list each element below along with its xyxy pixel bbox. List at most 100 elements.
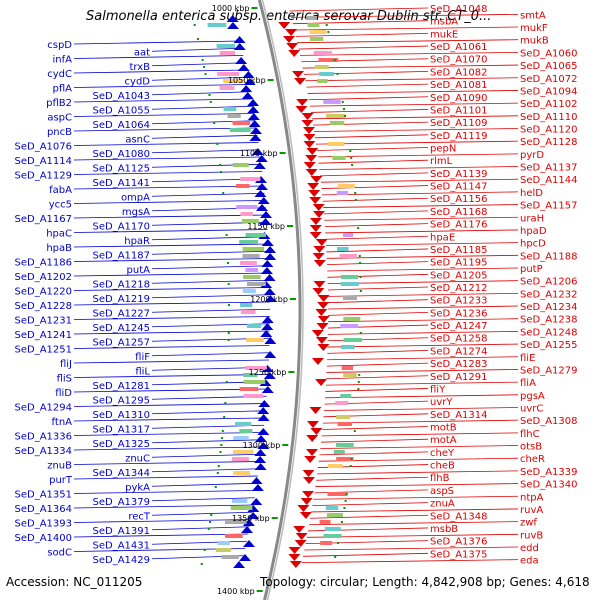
plus-gene-arrow: [305, 169, 318, 176]
left-callout: [73, 533, 249, 538]
minus-gene-arrow: [233, 43, 246, 50]
right-gene-label: SeD_A1090: [430, 93, 488, 104]
plus-gene-arrow: [308, 190, 321, 197]
left-gene-label: SeD_A1125: [93, 163, 151, 174]
left-gene-label: recT: [128, 511, 151, 522]
left-gene-label: sodC: [47, 548, 72, 559]
plus-gene-arrow: [300, 498, 313, 505]
right-callout: [327, 350, 429, 354]
feature-block: [227, 114, 241, 118]
minus-gene-arrow: [226, 15, 239, 22]
right-callout: [320, 178, 519, 183]
right-callout: [301, 559, 519, 564]
right-callout: [322, 191, 519, 196]
feature-dot: [208, 94, 211, 96]
minus-gene-arrow: [242, 71, 255, 78]
right-callout: [322, 419, 519, 424]
right-gene-label: SeD_A1232: [520, 289, 578, 300]
right-gene-label: smtA: [520, 10, 546, 21]
plus-gene-arrow: [301, 120, 314, 127]
left-gene-label: hpaB: [46, 243, 72, 254]
feature-block: [224, 534, 243, 538]
left-callout: [151, 192, 265, 197]
right-gene-label: uvrC: [520, 403, 543, 414]
left-callout: [151, 76, 248, 81]
right-gene-label: SeD_A1176: [430, 220, 488, 231]
feature-block: [342, 233, 354, 237]
plus-gene-arrow: [305, 155, 318, 162]
plus-gene-arrow: [288, 50, 301, 57]
minus-gene-arrow: [260, 211, 273, 218]
feature-dot: [227, 283, 230, 285]
minus-gene-arrow: [255, 155, 268, 162]
left-callout: [73, 504, 254, 509]
feature-block: [247, 324, 262, 328]
right-callout: [327, 280, 519, 285]
right-gene-label: SeD_A1048: [430, 4, 488, 15]
plus-gene-arrow: [309, 218, 322, 225]
right-callout: [319, 166, 519, 170]
right-gene-label: msbA: [430, 17, 458, 28]
right-gene-label: SeD_A1340: [520, 480, 578, 491]
right-gene-label: SeD_A1157: [520, 201, 578, 212]
right-gene-label: SeD_A1061: [430, 42, 488, 53]
left-gene-label: SeD_A1257: [93, 337, 151, 348]
left-gene-label: SeD_A1295: [93, 395, 151, 406]
feature-dot: [210, 514, 213, 516]
left-gene-label: SeD_A1393: [15, 519, 73, 530]
minus-gene-arrow: [264, 351, 277, 358]
left-gene-label: znuB: [47, 461, 72, 472]
right-gene-label: SeD_A1314: [430, 410, 488, 421]
feature-block: [327, 464, 343, 468]
left-callout: [151, 91, 251, 96]
plus-gene-arrow: [309, 407, 322, 414]
plus-gene-arrow: [310, 176, 323, 183]
left-gene-label: purT: [49, 475, 73, 486]
left-callout: [151, 352, 270, 357]
feature-dot: [225, 381, 228, 383]
right-gene-label: SeD_A1119: [430, 131, 488, 142]
left-callout: [73, 214, 267, 219]
feature-block: [329, 121, 345, 125]
right-gene-label: cheY: [430, 448, 455, 459]
kbp-label: 1150 kbp: [247, 222, 285, 231]
plus-gene-arrow: [294, 540, 307, 547]
left-callout: [73, 359, 269, 364]
right-callout: [318, 159, 429, 164]
right-callout: [325, 381, 519, 386]
plus-gene-arrow: [309, 232, 322, 239]
right-gene-label: SeD_A1070: [430, 55, 488, 66]
right-gene-label: SeD_A1348: [430, 511, 488, 522]
minus-gene-arrow: [241, 92, 254, 99]
right-gene-label: SeD_A1205: [430, 270, 488, 281]
feature-dot: [214, 486, 217, 488]
minus-gene-arrow: [263, 372, 276, 379]
left-callout: [73, 272, 270, 277]
feature-block: [319, 72, 334, 76]
left-gene-label: putA: [127, 265, 151, 276]
feature-block: [327, 492, 348, 496]
left-gene-label: SeD_A1391: [93, 526, 151, 537]
feature-dot: [193, 24, 196, 26]
minus-gene-arrow: [264, 246, 277, 253]
left-gene-label: fliD: [55, 388, 72, 399]
right-gene-label: hpcD: [520, 239, 546, 250]
feature-dot: [350, 458, 353, 460]
right-gene-label: SeD_A1255: [520, 340, 578, 351]
feature-dot: [351, 164, 354, 166]
plus-gene-arrow: [317, 316, 330, 323]
left-gene-label: SeD_A1241: [15, 330, 73, 341]
feature-dot: [341, 521, 344, 523]
right-gene-label: ruvA: [520, 505, 543, 516]
left-gene-label: hpaR: [124, 236, 150, 247]
plus-gene-arrow: [291, 71, 304, 78]
minus-gene-arrow: [261, 323, 274, 330]
right-gene-label: motB: [430, 423, 457, 434]
right-callout: [314, 128, 519, 132]
right-gene-label: SeD_A1247: [430, 321, 488, 332]
left-callout: [73, 374, 269, 378]
right-gene-label: SeD_A1147: [430, 182, 488, 193]
minus-gene-arrow: [254, 176, 267, 183]
left-gene-label: pflA: [53, 84, 73, 95]
